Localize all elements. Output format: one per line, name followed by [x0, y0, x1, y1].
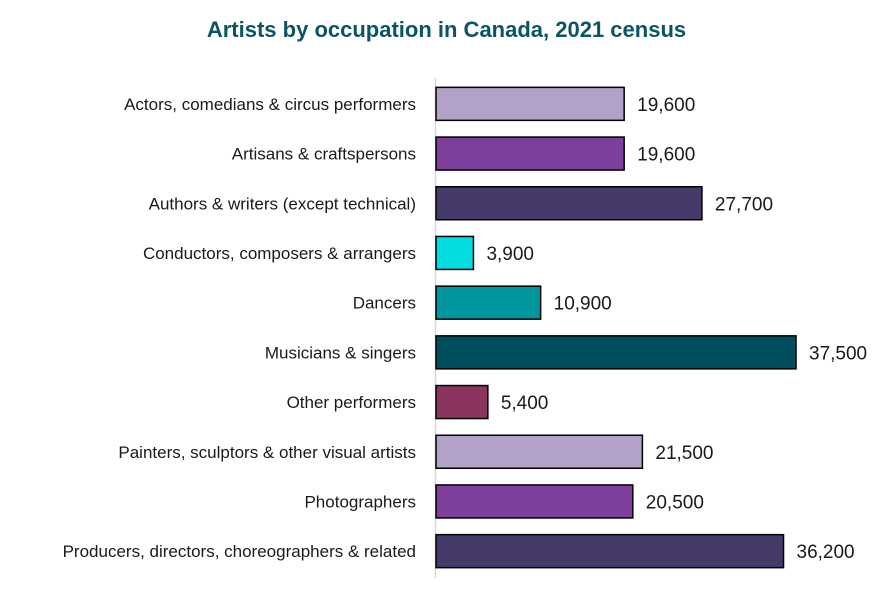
bar — [435, 335, 797, 370]
category-label: Authors & writers (except technical) — [149, 194, 416, 213]
category-label: Actors, comedians & circus performers — [124, 95, 416, 114]
category-label: Painters, sculptors & other visual artis… — [118, 443, 416, 462]
value-label: 19,600 — [637, 95, 695, 116]
category-label: Musicians & singers — [265, 343, 416, 362]
value-label: 27,700 — [715, 194, 773, 215]
bar — [435, 384, 489, 420]
bar — [435, 86, 625, 122]
category-label: Dancers — [353, 294, 416, 313]
bar — [435, 285, 542, 320]
value-label: 19,600 — [637, 145, 695, 166]
bar — [435, 235, 475, 271]
chart-title: Artists by occupation in Canada, 2021 ce… — [206, 17, 687, 42]
value-label: 10,900 — [554, 294, 612, 315]
value-label: 3,900 — [486, 244, 534, 265]
value-label: 37,500 — [809, 343, 867, 364]
category-label: Other performers — [287, 393, 416, 412]
value-label: 20,500 — [646, 492, 704, 513]
category-label: Photographers — [304, 492, 416, 511]
bar — [435, 484, 634, 519]
bar — [435, 434, 644, 469]
bars-layer: Actors, comedians & circus performers 19,… — [63, 86, 867, 569]
bar — [435, 186, 703, 221]
value-label: 5,400 — [501, 393, 549, 414]
category-label: Producers, directors, choreographers & r… — [63, 542, 416, 561]
value-label: 36,200 — [797, 542, 855, 563]
category-label: Conductors, composers & arrangers — [143, 244, 416, 263]
bar — [435, 136, 625, 171]
category-label: Artisans & craftspersons — [232, 145, 416, 164]
bar — [435, 533, 785, 569]
value-label: 21,500 — [655, 443, 713, 464]
